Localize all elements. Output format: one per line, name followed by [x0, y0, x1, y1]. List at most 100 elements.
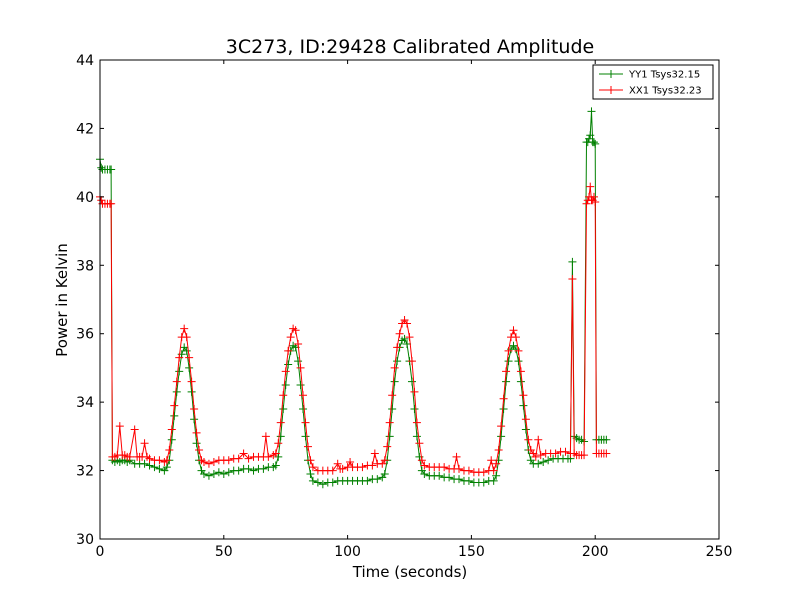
data-point-marker [276, 418, 285, 427]
data-point-marker [516, 377, 525, 386]
series-2 [96, 182, 611, 477]
legend-frame [592, 64, 714, 100]
data-point-marker [190, 415, 199, 424]
x-tick-label: 100 [334, 544, 361, 560]
data-point-marker [301, 432, 310, 441]
data-point-marker [219, 469, 228, 478]
data-point-marker [420, 461, 429, 470]
data-point-marker [405, 333, 414, 342]
y-tick-label: 32 [76, 464, 94, 480]
y-tick-label: 38 [76, 258, 94, 274]
data-point-marker [301, 418, 310, 427]
data-point-marker [390, 377, 399, 386]
x-tick-label: 200 [582, 544, 609, 560]
y-tick-label: 34 [76, 395, 94, 411]
data-point-marker [234, 454, 243, 463]
data-point-marker [150, 463, 159, 472]
data-point-marker [492, 471, 501, 480]
data-point-marker [489, 466, 498, 475]
data-point-marker [403, 339, 412, 348]
data-point-marker [170, 411, 179, 420]
data-point-marker [511, 333, 520, 342]
data-point-marker [497, 422, 506, 431]
data-point-marker [445, 473, 454, 482]
data-point-marker [294, 357, 303, 366]
data-point-marker [407, 377, 416, 386]
legend-entry: YY1 Tsys32.15 [599, 70, 700, 81]
y-tick-label: 44 [76, 53, 94, 69]
data-point-marker [534, 435, 543, 444]
data-point-marker [286, 333, 295, 342]
data-point-marker [412, 418, 421, 427]
data-point-marker [107, 165, 116, 174]
data-point-marker [182, 333, 191, 342]
data-point-marker [403, 319, 412, 328]
data-point-marker [224, 468, 233, 477]
data-point-marker [410, 404, 419, 413]
data-point-marker [276, 432, 285, 441]
data-point-marker [162, 463, 171, 472]
data-point-marker [415, 439, 424, 448]
data-point-marker [234, 466, 243, 475]
legend-swatch-marker [607, 86, 615, 94]
data-point-marker [333, 459, 342, 468]
data-point-marker [452, 452, 461, 461]
axes-layer: 0 50 100 150 200 250 30 32 34 36 38 40 42 44 [76, 53, 732, 560]
data-point-marker [97, 196, 106, 205]
data-point-marker [551, 449, 560, 458]
data-point-marker [299, 391, 308, 400]
data-point-marker [338, 464, 347, 473]
legend-swatch-marker [607, 70, 615, 78]
data-point-marker [358, 463, 367, 472]
data-point-marker [516, 367, 525, 376]
data-point-marker [172, 387, 181, 396]
data-point-marker [368, 461, 377, 470]
data-point-marker [271, 461, 280, 470]
data-point-marker [204, 459, 213, 468]
data-point-marker [531, 452, 540, 461]
data-point-marker [410, 387, 419, 396]
x-tick-label: 0 [96, 544, 105, 560]
data-point-marker [346, 458, 355, 467]
data-point-marker [209, 469, 218, 478]
data-point-marker [492, 459, 501, 468]
data-point-marker [499, 394, 508, 403]
y-tick-label: 36 [76, 327, 94, 343]
data-point-marker [589, 192, 598, 201]
y-tick-label: 42 [76, 121, 94, 137]
data-point-marker [199, 469, 208, 478]
data-point-marker [140, 459, 149, 468]
data-point-marker [279, 404, 288, 413]
data-point-marker [602, 435, 611, 444]
data-point-marker [299, 404, 308, 413]
data-point-marker [464, 466, 473, 475]
data-point-marker [140, 439, 149, 448]
data-point-marker [544, 456, 553, 465]
data-point-marker [130, 425, 139, 434]
data-point-marker [249, 466, 258, 475]
data-point-marker [264, 452, 273, 461]
data-point-marker [284, 346, 293, 355]
data-point-marker [539, 458, 548, 467]
data-point-marker [170, 401, 179, 410]
data-point-marker [395, 329, 404, 338]
data-point-marker [420, 469, 429, 478]
data-point-marker [383, 442, 392, 451]
data-point-marker [504, 357, 513, 366]
x-tick-label: 250 [706, 544, 733, 560]
data-point-marker [281, 367, 290, 376]
data-point-marker [165, 446, 174, 455]
data-point-marker [115, 422, 124, 431]
data-point-marker [244, 464, 253, 473]
data-point-marker [582, 199, 591, 208]
data-point-marker [440, 463, 449, 472]
data-point-marker [214, 468, 223, 477]
data-point-marker [509, 326, 518, 335]
chart-title: 3C273, ID:29428 Calibrated Amplitude [226, 36, 594, 58]
data-point-marker [385, 418, 394, 427]
data-point-marker [586, 131, 595, 140]
chart-legend: YY1 Tsys32.15 XX1 Tsys32.23 [592, 64, 714, 100]
data-point-marker [487, 456, 496, 465]
data-point-marker [499, 404, 508, 413]
